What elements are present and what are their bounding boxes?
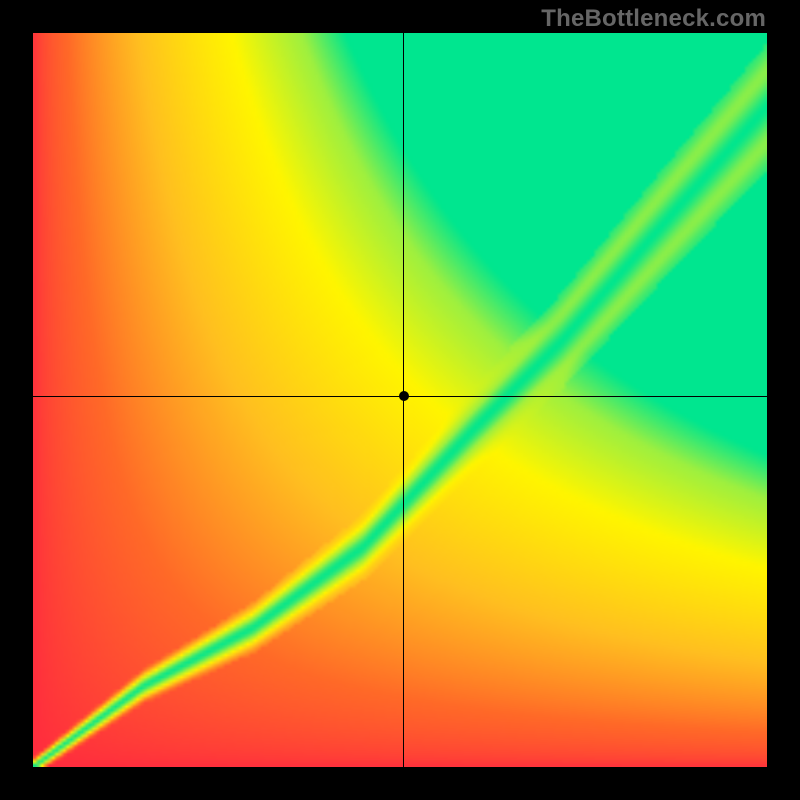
- marker-dot: [399, 391, 409, 401]
- watermark-text: TheBottleneck.com: [541, 5, 766, 33]
- plot-area: [33, 33, 767, 767]
- chart-container: TheBottleneck.com: [0, 0, 800, 800]
